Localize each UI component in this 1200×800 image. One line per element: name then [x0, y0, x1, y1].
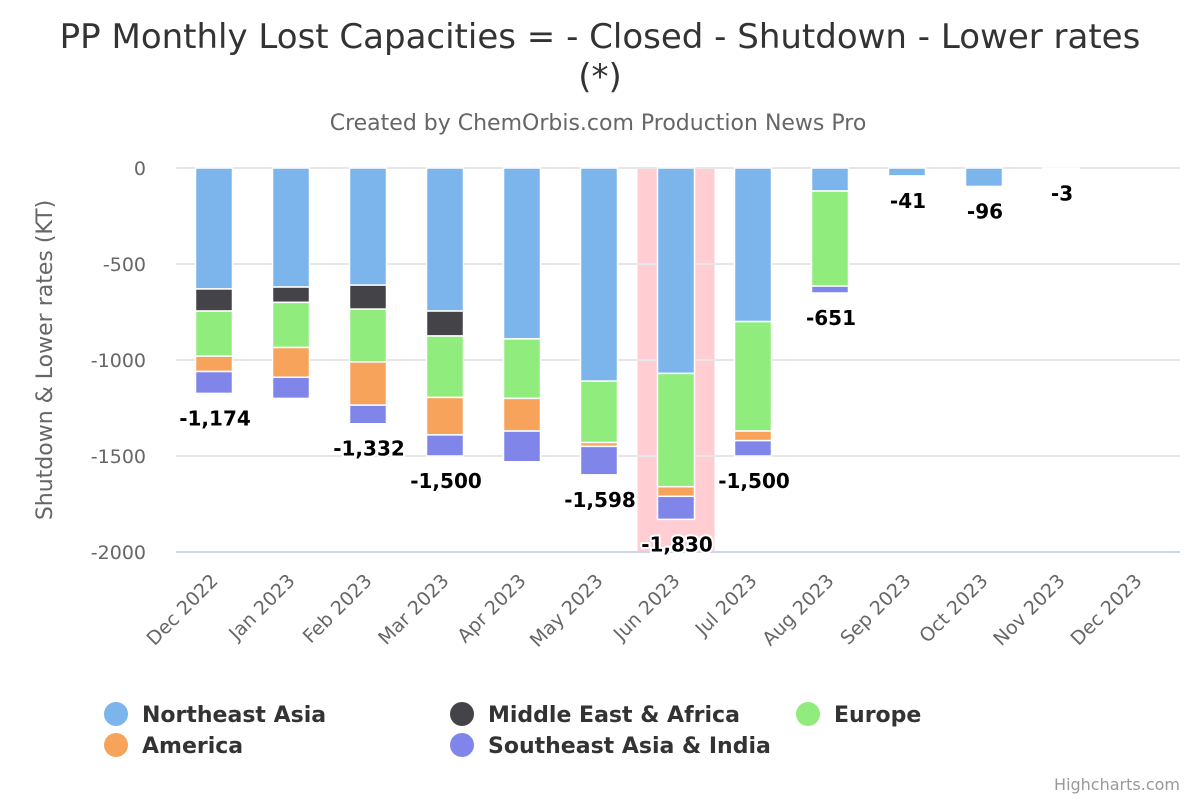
bar-segment-northeast-asia[interactable] [656, 167, 696, 375]
legend-item-europe[interactable]: Europe [796, 702, 921, 728]
x-tick-label: Dec 2023 [1067, 570, 1147, 650]
bar-segment-northeast-asia[interactable] [425, 167, 465, 312]
bar-segment-southeast-asia-india[interactable] [1041, 167, 1081, 170]
bar-segment-america[interactable] [502, 397, 542, 432]
bar-segment-northeast-asia[interactable] [810, 167, 850, 192]
y-tick-label: -2000 [91, 542, 146, 564]
data-label: -651 [806, 306, 856, 330]
bar-segment-southeast-asia-india[interactable] [579, 445, 619, 476]
legend-label: America [142, 734, 243, 759]
y-tick-label: -500 [103, 254, 146, 276]
bar-segment-america[interactable] [733, 430, 773, 442]
bar-segment-southeast-asia-india[interactable] [502, 430, 542, 463]
x-tick-label: Jan 2023 [224, 570, 299, 645]
bar-segment-northeast-asia[interactable] [733, 167, 773, 323]
bar-segment-america[interactable] [656, 485, 696, 498]
y-axis-ticks: 0 -500 -1000 -1500 -2000 [91, 158, 146, 564]
legend-item-america[interactable]: America [104, 733, 243, 759]
bar-segment-europe[interactable] [425, 335, 465, 399]
bar-segment-europe[interactable] [271, 301, 311, 349]
x-tick-label: Dec 2022 [143, 570, 223, 650]
bar-segment-america[interactable] [194, 355, 234, 373]
data-label: -1,174 [179, 406, 251, 430]
bar-segment-middle-east-africa[interactable] [271, 286, 311, 304]
bar-segment-northeast-asia[interactable] [579, 167, 619, 382]
data-label: -41 [890, 189, 926, 213]
legend-item-northeast-asia[interactable]: Northeast Asia [104, 702, 326, 728]
bar-segment-southeast-asia-india[interactable] [194, 370, 234, 395]
bar-segment-middle-east-africa[interactable] [348, 284, 388, 310]
legend-marker [450, 702, 474, 726]
data-label: -96 [967, 199, 1003, 223]
data-label: -1,830 [641, 532, 713, 556]
x-tick-label: Jul 2023 [691, 570, 762, 641]
credits-link[interactable]: Highcharts.com [1054, 775, 1180, 794]
bar-segment-southeast-asia-india[interactable] [810, 285, 850, 294]
bar-segment-middle-east-africa[interactable] [194, 288, 234, 312]
data-label: -1,500 [718, 469, 790, 493]
bar-segment-northeast-asia[interactable] [194, 167, 234, 290]
bar-segment-southeast-asia-india[interactable] [348, 404, 388, 425]
y-tick-label: -1500 [91, 446, 146, 468]
bar-segment-europe[interactable] [194, 310, 234, 357]
bar-segment-america[interactable] [425, 396, 465, 436]
x-tick-label: Nov 2023 [989, 570, 1069, 650]
data-label: -1,500 [410, 469, 482, 493]
legend-marker [450, 733, 474, 757]
bar-segment-europe[interactable] [733, 320, 773, 432]
legend-item-middle-east-africa[interactable]: Middle East & Africa [450, 702, 740, 728]
y-tick-label: 0 [134, 158, 146, 180]
legend-marker [796, 702, 820, 726]
legend-item-southeast-asia-india[interactable]: Southeast Asia & India [450, 733, 771, 759]
x-tick-label: Mar 2023 [374, 570, 453, 649]
legend-label: Europe [834, 703, 921, 728]
bar-segment-america[interactable] [348, 361, 388, 406]
bar-segment-middle-east-africa[interactable] [425, 310, 465, 337]
bar-segment-europe[interactable] [348, 308, 388, 363]
bar-segment-southeast-asia-india[interactable] [425, 434, 465, 457]
bar-segment-europe[interactable] [810, 190, 850, 287]
x-tick-label: Aug 2023 [758, 570, 838, 650]
bar-segment-northeast-asia[interactable] [271, 167, 311, 288]
legend-marker [104, 702, 128, 726]
x-tick-label: May 2023 [526, 570, 608, 652]
bar-segment-southeast-asia-india[interactable] [656, 495, 696, 521]
y-tick-label: -1000 [91, 350, 146, 372]
legend-label: Middle East & Africa [488, 703, 740, 728]
y-axis-title: Shutdown & Lower rates (KT) [33, 200, 58, 520]
x-tick-label: Sep 2023 [836, 570, 915, 649]
bar-segment-northeast-asia[interactable] [502, 167, 542, 340]
data-label: -3 [1051, 182, 1073, 206]
legend-label: Northeast Asia [142, 703, 326, 728]
data-labels-layer: -1,174-1,332-1,500-1,598-1,830-1,500-651… [177, 180, 1075, 559]
legend: Northeast Asia Middle East & Africa Europe… [104, 702, 921, 759]
bar-segment-northeast-asia[interactable] [348, 167, 388, 286]
legend-marker [104, 733, 128, 757]
bar-segment-northeast-asia[interactable] [964, 167, 1004, 188]
bar-segment-northeast-asia[interactable] [887, 167, 927, 177]
bar-segment-southeast-asia-india[interactable] [733, 439, 773, 457]
legend-label: Southeast Asia & India [488, 734, 771, 759]
chart-title: PP Monthly Lost Capacities = - Closed - … [60, 17, 1141, 97]
x-tick-label: Feb 2023 [299, 570, 377, 648]
x-tick-label: Oct 2023 [915, 570, 992, 647]
bar-segment-europe[interactable] [656, 372, 696, 488]
data-label: -1,598 [564, 488, 636, 512]
bar-segment-southeast-asia-india[interactable] [271, 376, 311, 400]
data-label: -1,332 [333, 437, 405, 461]
chart-subtitle: Created by ChemOrbis.com Production News… [330, 111, 867, 136]
x-tick-label: Jun 2023 [609, 570, 685, 646]
x-tick-label: Apr 2023 [453, 570, 530, 647]
bar-segment-america[interactable] [271, 346, 311, 379]
bar-segment-europe[interactable] [502, 338, 542, 400]
bars-layer [194, 167, 1081, 521]
bar-segment-europe[interactable] [579, 380, 619, 444]
